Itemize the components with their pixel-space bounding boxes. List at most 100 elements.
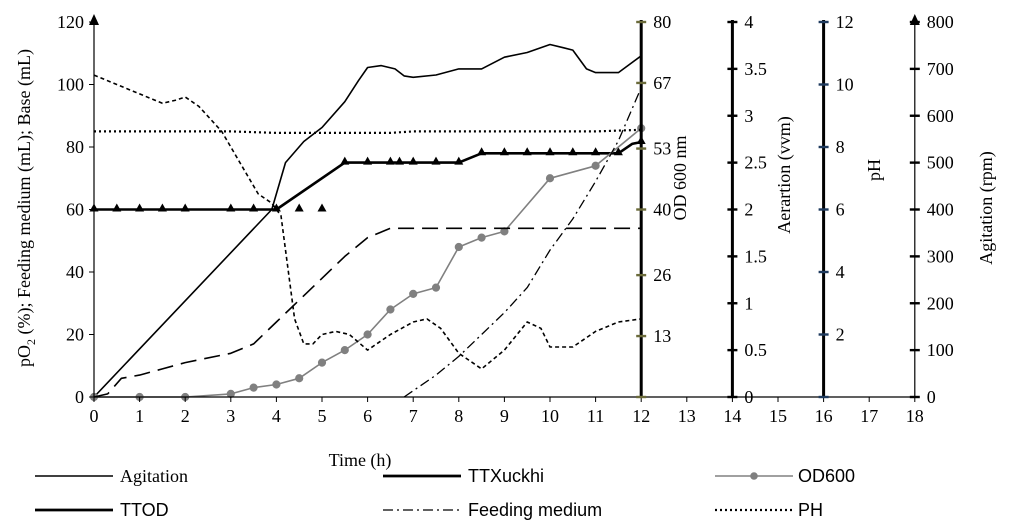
x-tick-label-12: 12 bbox=[632, 406, 650, 426]
left-axis-arrow bbox=[89, 14, 99, 25]
left-tick-label-120: 120 bbox=[57, 12, 84, 32]
ttxuckhi-marker-11 bbox=[363, 156, 373, 165]
ph-tick-label-6: 12 bbox=[836, 12, 854, 32]
series-line-od600 bbox=[94, 127, 642, 398]
x-tick-label-1: 1 bbox=[135, 406, 144, 426]
aer-tick-label-7: 3.5 bbox=[744, 59, 767, 79]
od600-marker-9 bbox=[363, 330, 372, 339]
agit-tick-label-8: 800 bbox=[927, 12, 954, 32]
ttxuckhi-marker-13 bbox=[395, 156, 405, 165]
ttxuckhi-marker-1 bbox=[112, 203, 122, 212]
x-tick-label-11: 11 bbox=[587, 406, 604, 426]
x-tick-label-0: 0 bbox=[90, 406, 99, 426]
x-tick-label-18: 18 bbox=[906, 406, 924, 426]
od600-marker-11 bbox=[409, 289, 418, 298]
left-tick-label-20: 20 bbox=[66, 325, 84, 345]
od600-marker-14 bbox=[477, 233, 486, 242]
ttxuckhi-marker-10 bbox=[340, 156, 350, 165]
od600-marker-13 bbox=[454, 242, 463, 252]
x-tick-label-8: 8 bbox=[454, 406, 463, 426]
legend-label-ph: PH bbox=[798, 500, 823, 520]
od600-marker-6 bbox=[295, 374, 304, 383]
legend-label-ttxuckhi: TTXuckhi bbox=[468, 466, 544, 486]
series-line-ph bbox=[94, 128, 642, 134]
aer-tick-label-5: 2.5 bbox=[744, 153, 767, 173]
series-line-po2 bbox=[93, 74, 642, 370]
od-tick-label-2: 26 bbox=[653, 265, 671, 285]
x-axis-label: Time (h) bbox=[329, 450, 392, 471]
left-tick-label-60: 60 bbox=[66, 200, 84, 220]
od600-marker-3 bbox=[226, 389, 235, 398]
legend-label-feeding-medium: Feeding medium bbox=[468, 500, 602, 520]
ttxuckhi-marker-9 bbox=[317, 203, 327, 212]
agit-tick-label-5: 500 bbox=[927, 153, 954, 173]
series-line-agitation bbox=[93, 43, 642, 398]
aer-tick-label-6: 3 bbox=[744, 106, 753, 126]
ph-tick-label-3: 6 bbox=[836, 200, 845, 220]
od-tick-label-1: 13 bbox=[653, 326, 671, 346]
od600-marker-4 bbox=[249, 383, 258, 392]
agit-tick-label-4: 400 bbox=[927, 200, 954, 220]
agit-tick-label-2: 200 bbox=[927, 293, 954, 313]
left-tick-label-0: 0 bbox=[75, 387, 84, 407]
x-tick-label-4: 4 bbox=[272, 406, 281, 426]
od600-marker-5 bbox=[272, 380, 281, 389]
series-line-ttxuckhi bbox=[94, 140, 642, 211]
od-tick-label-3: 40 bbox=[653, 200, 671, 220]
od600-marker-8 bbox=[340, 346, 349, 355]
aer-tick-label-2: 1 bbox=[744, 293, 753, 313]
series-line-feeding-medium bbox=[403, 87, 642, 398]
od-axis-label: OD 600 nm bbox=[670, 136, 690, 221]
ph-tick-label-2: 4 bbox=[836, 262, 845, 282]
aer-axis-label: Aerartion (vvm) bbox=[774, 116, 795, 233]
x-tick-label-5: 5 bbox=[318, 406, 327, 426]
left-tick-label-80: 80 bbox=[66, 137, 84, 157]
left-axis-label: pO2 (%); Feeding medium (mL); Base (mL) bbox=[14, 49, 38, 367]
ttxuckhi-marker-23 bbox=[613, 147, 623, 156]
x-tick-label-16: 16 bbox=[815, 406, 833, 426]
legend-label-agitation: Agitation bbox=[120, 466, 188, 486]
od600-marker-16 bbox=[545, 174, 555, 183]
x-tick-label-15: 15 bbox=[769, 406, 787, 426]
ttxuckhi-marker-4 bbox=[180, 203, 190, 212]
x-tick-label-7: 7 bbox=[409, 406, 418, 426]
x-tick-label-9: 9 bbox=[500, 406, 509, 426]
agit-tick-label-7: 700 bbox=[927, 59, 954, 79]
od-tick-label-5: 67 bbox=[653, 73, 671, 93]
x-tick-label-2: 2 bbox=[181, 406, 190, 426]
agit-axis-arrow bbox=[909, 14, 920, 25]
ttxuckhi-marker-20 bbox=[545, 147, 555, 156]
od-tick-label-4: 53 bbox=[653, 139, 671, 159]
od600-marker-12 bbox=[431, 283, 441, 292]
ttxuckhi-marker-3 bbox=[157, 203, 167, 212]
ttxuckhi-marker-12 bbox=[385, 156, 395, 165]
x-tick-label-13: 13 bbox=[678, 406, 696, 426]
aer-tick-label-1: 0.5 bbox=[744, 340, 767, 360]
agit-axis-label: Agitation (rpm) bbox=[976, 151, 997, 264]
ttxuckhi-marker-7 bbox=[271, 203, 281, 212]
ph-tick-label-1: 2 bbox=[836, 325, 845, 345]
x-tick-label-14: 14 bbox=[723, 406, 741, 426]
od-tick-label-6: 80 bbox=[653, 12, 671, 32]
od600-marker-10 bbox=[386, 305, 395, 314]
x-tick-label-10: 10 bbox=[541, 406, 559, 426]
agit-tick-label-1: 100 bbox=[927, 340, 954, 360]
aer-tick-label-0: 0 bbox=[744, 387, 753, 407]
ttxuckhi-marker-15 bbox=[431, 156, 441, 165]
agit-tick-label-3: 300 bbox=[927, 246, 954, 266]
ph-axis-label: pH bbox=[864, 159, 884, 181]
legend-label-od600: OD600 bbox=[798, 466, 855, 486]
ttxuckhi-marker-5 bbox=[226, 203, 236, 212]
x-tick-label-6: 6 bbox=[363, 406, 372, 426]
ttxuckhi-marker-19 bbox=[522, 147, 532, 156]
ttxuckhi-marker-18 bbox=[499, 147, 509, 156]
ttxuckhi-marker-22 bbox=[591, 147, 601, 156]
aer-tick-label-4: 2 bbox=[744, 200, 753, 220]
ttxuckhi-marker-14 bbox=[408, 156, 418, 165]
agit-tick-label-6: 600 bbox=[927, 106, 954, 126]
ttxuckhi-marker-6 bbox=[249, 203, 259, 212]
aer-tick-label-3: 1.5 bbox=[744, 246, 767, 266]
series-line-ttod bbox=[93, 227, 642, 398]
